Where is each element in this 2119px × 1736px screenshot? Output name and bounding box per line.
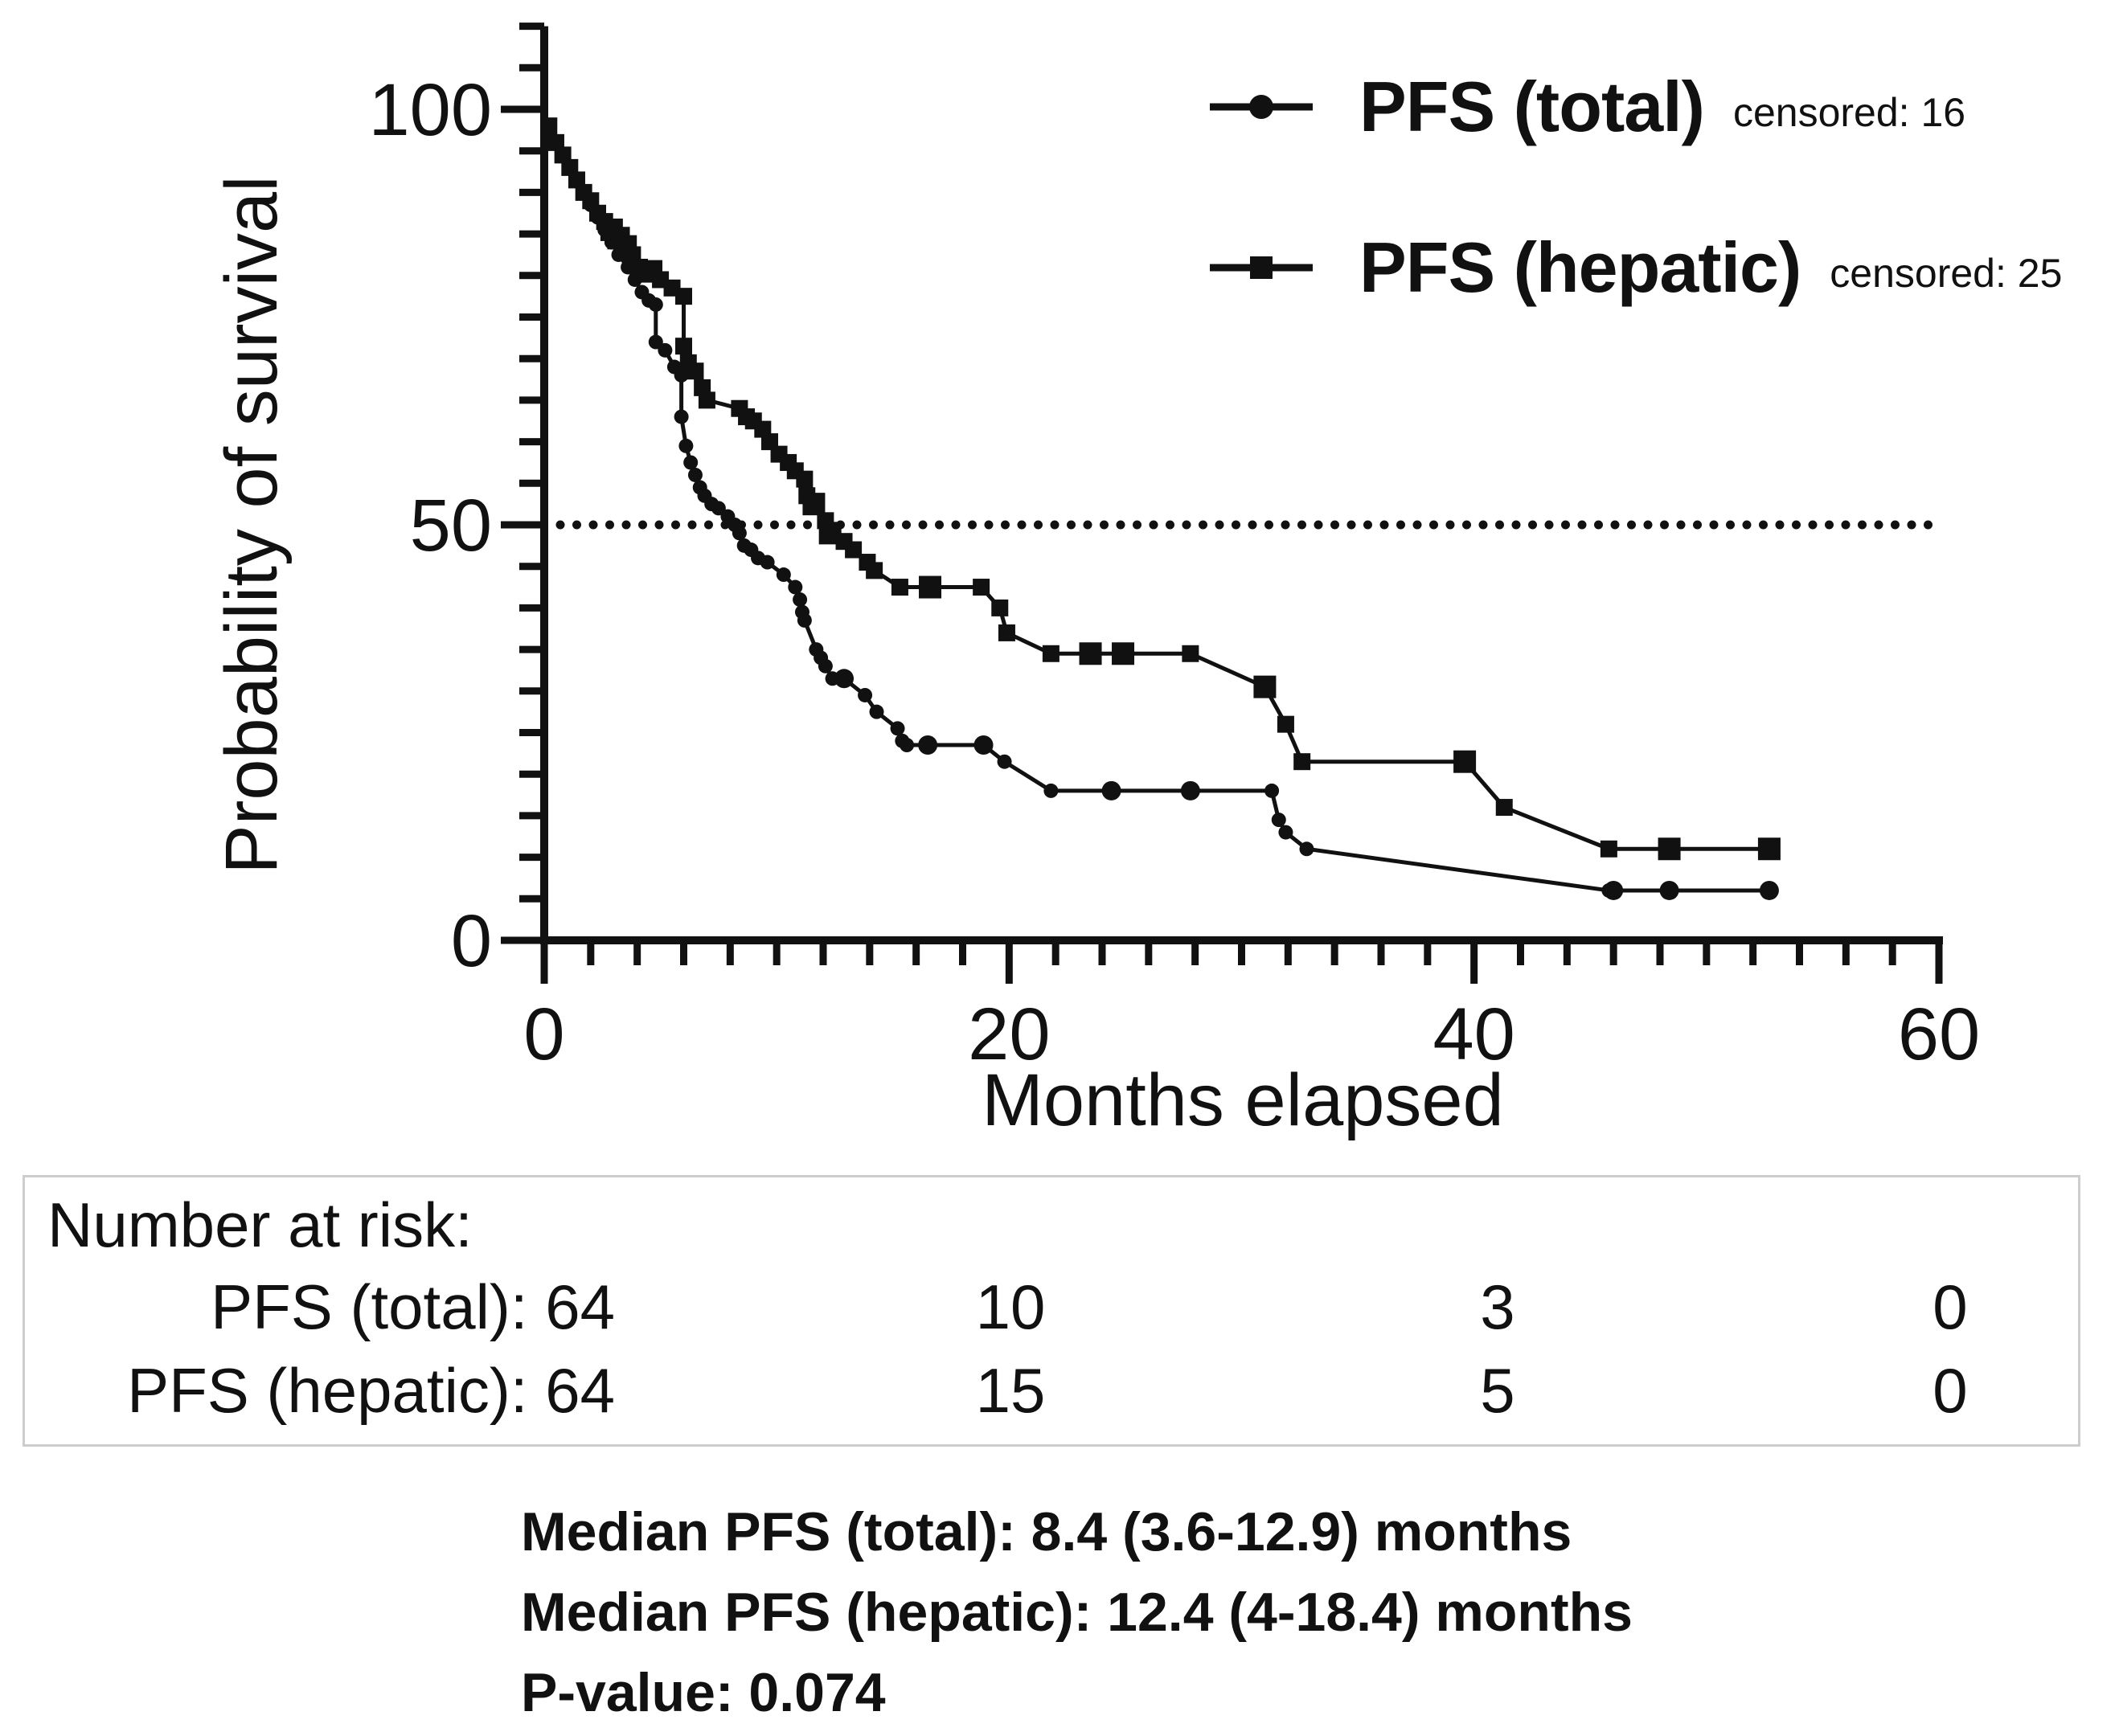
pfs-hepatic-line-marker-icon bbox=[1210, 256, 1313, 279]
legend: PFS (total) censored: 16 PFS (hepatic) c… bbox=[1210, 64, 2062, 386]
svg-text:60: 60 bbox=[1898, 993, 1980, 1075]
risk-value: 10 bbox=[975, 1271, 1046, 1342]
pfs-total-line-marker-icon bbox=[1210, 95, 1313, 119]
risk-row-pfs-hepatic: PFS (hepatic): 64 15 5 0 bbox=[25, 1354, 2078, 1426]
survival-curves bbox=[540, 117, 1781, 900]
stats-block: Median PFS (total): 8.4 (3.6-12.9) month… bbox=[521, 1492, 1633, 1733]
y-axis-title: Probability of survival bbox=[211, 175, 293, 874]
risk-value: 3 bbox=[1480, 1271, 1515, 1342]
p-value-text: P-value: 0.074 bbox=[521, 1662, 886, 1723]
x-axis-title: Months elapsed bbox=[982, 1059, 1504, 1141]
svg-text:50: 50 bbox=[410, 485, 492, 567]
risk-value: 5 bbox=[1480, 1355, 1515, 1426]
risk-value: 0 bbox=[1933, 1271, 1968, 1342]
risk-row-label: PFS (hepatic): 64 bbox=[127, 1355, 615, 1426]
legend-item-pfs-total: PFS (total) censored: 16 bbox=[1210, 64, 2062, 149]
series-pfs-total bbox=[541, 118, 1779, 900]
risk-row-pfs-total: PFS (total): 64 10 3 0 bbox=[25, 1271, 2078, 1342]
km-plot: Probability of survival Months elapsed 0… bbox=[211, 23, 1980, 1141]
legend-censored-pfs-total: censored: 16 bbox=[1732, 90, 1966, 135]
legend-label-pfs-total: PFS (total) bbox=[1359, 67, 1705, 146]
svg-text:0: 0 bbox=[451, 900, 492, 982]
number-at-risk-table: Number at risk: PFS (total): 64 10 3 0 P… bbox=[23, 1175, 2080, 1447]
risk-row-label: PFS (total): 64 bbox=[211, 1271, 615, 1342]
legend-censored-pfs-hepatic: censored: 25 bbox=[1830, 251, 2063, 296]
risk-table-header: Number at risk: bbox=[47, 1189, 473, 1260]
legend-item-pfs-hepatic: PFS (hepatic) censored: 25 bbox=[1210, 225, 2062, 310]
median-pfs-hepatic-text: Median PFS (hepatic): 12.4 (4-18.4) mont… bbox=[521, 1582, 1633, 1643]
risk-value: 15 bbox=[975, 1355, 1046, 1426]
axes: 0 50 100 0 20 40 60 bbox=[369, 23, 1980, 1075]
svg-text:40: 40 bbox=[1432, 993, 1514, 1075]
legend-label-pfs-hepatic: PFS (hepatic) bbox=[1359, 227, 1801, 307]
svg-text:20: 20 bbox=[968, 993, 1050, 1075]
risk-value: 0 bbox=[1933, 1355, 1968, 1426]
series-pfs-hepatic bbox=[540, 117, 1781, 861]
svg-text:100: 100 bbox=[369, 69, 493, 151]
median-pfs-total-text: Median PFS (total): 8.4 (3.6-12.9) month… bbox=[521, 1501, 1572, 1562]
svg-text:0: 0 bbox=[523, 993, 564, 1075]
